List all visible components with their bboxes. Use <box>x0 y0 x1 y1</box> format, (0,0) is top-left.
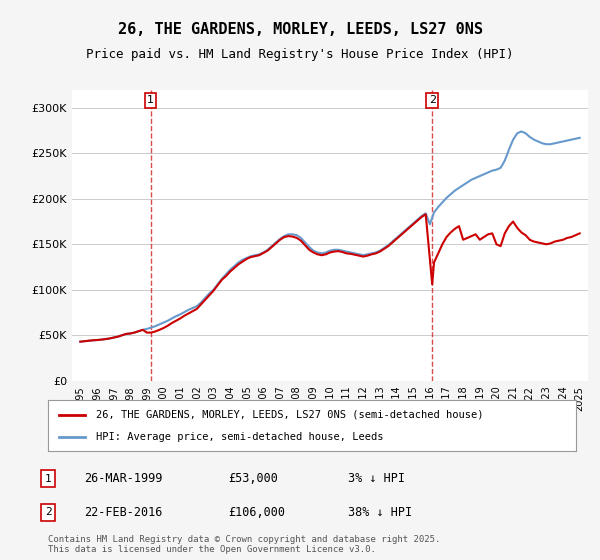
Text: 1: 1 <box>147 95 154 105</box>
Text: 26, THE GARDENS, MORLEY, LEEDS, LS27 0NS: 26, THE GARDENS, MORLEY, LEEDS, LS27 0NS <box>118 22 482 38</box>
Text: HPI: Average price, semi-detached house, Leeds: HPI: Average price, semi-detached house,… <box>95 432 383 442</box>
Text: 2: 2 <box>428 95 436 105</box>
Text: 38% ↓ HPI: 38% ↓ HPI <box>348 506 412 519</box>
Text: 26-MAR-1999: 26-MAR-1999 <box>84 472 163 486</box>
Text: Contains HM Land Registry data © Crown copyright and database right 2025.
This d: Contains HM Land Registry data © Crown c… <box>48 535 440 554</box>
Text: 26, THE GARDENS, MORLEY, LEEDS, LS27 0NS (semi-detached house): 26, THE GARDENS, MORLEY, LEEDS, LS27 0NS… <box>95 409 483 419</box>
Text: 2: 2 <box>44 507 52 517</box>
Text: 3% ↓ HPI: 3% ↓ HPI <box>348 472 405 486</box>
Text: £53,000: £53,000 <box>228 472 278 486</box>
Text: 1: 1 <box>44 474 52 484</box>
Text: 22-FEB-2016: 22-FEB-2016 <box>84 506 163 519</box>
Text: Price paid vs. HM Land Registry's House Price Index (HPI): Price paid vs. HM Land Registry's House … <box>86 48 514 60</box>
Text: £106,000: £106,000 <box>228 506 285 519</box>
